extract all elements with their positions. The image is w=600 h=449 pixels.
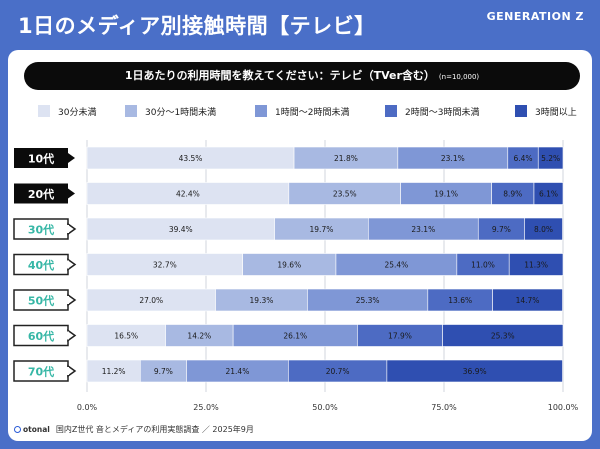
data-label: 17.9% [388,332,412,341]
category-tag-arrow-mask [66,367,69,375]
question-text: 1日あたりの利用時間を教えてください：テレビ（TVer含む） [124,69,435,82]
category-tag-arrow [67,364,77,378]
category-tag [14,183,68,204]
otonal-logo-icon [14,426,21,433]
question-banner: 1日あたりの利用時間を教えてください：テレビ（TVer含む） (n=10,000) [24,62,580,90]
legend-item: 2時間〜3時間未満 [385,104,479,118]
category-label: 60代 [28,329,54,343]
category-label: 10代 [28,152,54,166]
page-title: 1日のメディア別接触時間【テレビ】 [18,14,376,38]
category-tag-arrow [67,258,77,271]
legend-label: 1時間〜2時間未満 [275,107,350,118]
data-label: 14.2% [187,332,211,341]
x-tick-label: 50.0% [312,403,338,412]
category-label: 20代 [28,187,54,201]
category-tag-arrow [68,153,75,163]
bar-segment [492,288,563,312]
legend-item: 1時間〜2時間未満 [255,104,349,118]
data-label: 19.7% [310,225,334,234]
data-label: 21.4% [226,367,250,376]
data-label: 36.9% [463,367,487,376]
legend-item: 3時間以上 [515,104,577,118]
data-label: 5.2% [541,154,560,163]
x-tick-label: 25.0% [193,403,219,412]
legend-item: 30分〜1時間未満 [125,104,216,118]
data-label: 8.0% [534,225,553,234]
data-label: 43.5% [179,154,203,163]
x-tick-label: 100.0% [548,403,579,412]
category-tag-arrow-mask [66,260,69,269]
data-label: 9.7% [154,367,173,376]
legend-item: 30分未満 [38,104,96,118]
data-label: 14.7% [516,296,540,305]
data-label: 6.1% [539,190,558,199]
data-label: 26.1% [283,332,307,341]
data-label: 25.4% [384,261,408,270]
data-label: 11.2% [102,367,126,376]
category-tag-arrow [67,329,77,342]
legend-label: 30分未満 [58,107,97,118]
category-tag-arrow [67,293,77,307]
bar-segment [537,146,564,170]
data-label: 19.6% [277,261,301,270]
category-label: 40代 [28,258,54,272]
data-label: 23.1% [441,154,465,163]
data-label: 32.7% [153,261,177,270]
footer-source: 国内Z世代 音とメディアの利用実態調査 ／ 2025年9月 [55,425,254,434]
data-label: 42.4% [176,190,200,199]
category-tag-arrow-mask [66,331,69,340]
legend-swatch [125,105,137,117]
legend-swatch [38,105,50,117]
data-label: 20.7% [326,367,350,376]
x-tick-label: 0.0% [77,403,98,412]
data-label: 11.0% [471,261,495,270]
category-label: 50代 [28,294,54,308]
legend-swatch [515,105,527,117]
category-tag-arrow-mask [66,225,69,233]
brand-logo: GENERATION Z [486,10,584,23]
category-label: 30代 [28,223,54,237]
data-label: 11.3% [524,261,548,270]
data-label: 23.5% [333,190,357,199]
bar-segment [442,324,564,347]
category-tag [14,148,68,168]
category-label: 70代 [28,365,54,379]
x-tick-label: 75.0% [431,403,457,412]
legend-label: 2時間〜3時間未満 [405,107,480,118]
data-label: 23.1% [411,225,435,234]
data-label: 39.4% [169,225,193,234]
sample-size: (n=10,000) [438,73,480,81]
category-tag-arrow-mask [66,296,69,304]
data-label: 21.8% [334,154,358,163]
footer: otonal 国内Z世代 音とメディアの利用実態調査 ／ 2025年9月 [14,424,254,435]
data-label: 19.3% [250,296,274,305]
category-tag-arrow [67,222,77,236]
data-label: 9.7% [492,225,511,234]
data-label: 27.0% [139,296,163,305]
data-label: 6.4% [513,154,532,163]
bar-segment [533,182,564,205]
legend-swatch [385,105,397,117]
legend-swatch [255,105,267,117]
data-label: 13.6% [448,296,472,305]
data-label: 19.1% [434,190,458,199]
data-label: 8.9% [503,190,522,199]
legend-label: 3時間以上 [535,107,577,118]
chart-legend: 30分未満 30分〜1時間未満 1時間〜2時間未満 2時間〜3時間未満 3時間以上 [38,104,578,118]
data-label: 25.3% [491,332,515,341]
legend-label: 30分〜1時間未満 [145,107,217,118]
category-tag-arrow [68,188,75,199]
data-label: 25.3% [356,296,380,305]
data-label: 16.5% [114,332,138,341]
footer-logo: otonal [23,425,50,434]
bar-segment [386,359,563,383]
bar-segment [508,253,564,276]
bar-segment [524,217,563,241]
